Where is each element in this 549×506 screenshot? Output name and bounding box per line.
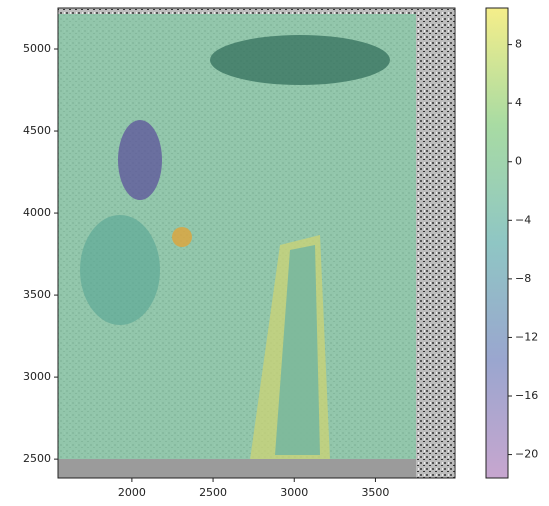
x-tick-label: 3500 [361, 486, 389, 499]
y-tick-label: 4500 [23, 124, 51, 137]
colorbar [486, 8, 508, 478]
y-tick-label: 4000 [23, 206, 51, 219]
colorbar-tick-label: −12 [515, 330, 538, 343]
colorbar-tick-label: 0 [515, 155, 522, 168]
colorbar-tick-label: −20 [515, 448, 538, 461]
y-tick-label: 3500 [23, 288, 51, 301]
x-tick-label: 2000 [118, 486, 146, 499]
colorbar-tick-label: 4 [515, 96, 522, 109]
y-tick-label: 2500 [23, 452, 51, 465]
y-tick-label: 5000 [23, 42, 51, 55]
y-tick-label: 3000 [23, 370, 51, 383]
image [58, 8, 455, 478]
colorbar-tick-label: −16 [515, 389, 538, 402]
colorbar-tick-label: −8 [515, 272, 531, 285]
x-tick-label: 3000 [280, 486, 308, 499]
colorbar-tick-label: −4 [515, 213, 531, 226]
x-tick-label: 2500 [199, 486, 227, 499]
colorbar-tick-label: 8 [515, 38, 522, 51]
chart: 2000 2500 3000 3500 2500 3000 3500 4000 4500 5000… [0, 0, 549, 506]
